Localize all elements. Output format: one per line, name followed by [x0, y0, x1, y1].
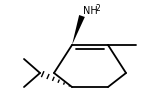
Text: NH: NH — [83, 6, 98, 16]
Polygon shape — [72, 15, 85, 45]
Text: 2: 2 — [96, 4, 101, 13]
